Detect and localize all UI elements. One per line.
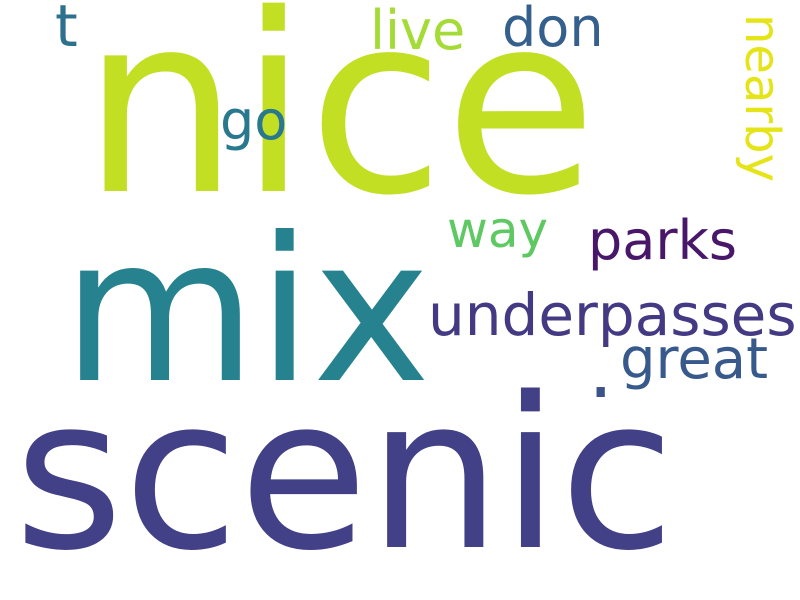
word-way: way xyxy=(447,201,549,259)
word-live: live xyxy=(370,0,466,62)
word-t: t xyxy=(55,0,78,60)
word-don: don xyxy=(502,0,604,59)
word-underpasses: underpasses xyxy=(428,281,797,349)
word-nice: nice xyxy=(82,0,598,250)
word-dot: . xyxy=(588,323,614,416)
word-parks: parks xyxy=(588,209,737,272)
word-nearby: nearby xyxy=(734,14,790,182)
word-scenic: scenic xyxy=(14,352,675,597)
word-great: great xyxy=(620,327,769,392)
word-mix: mix xyxy=(62,195,431,428)
word-go: go xyxy=(220,89,288,152)
